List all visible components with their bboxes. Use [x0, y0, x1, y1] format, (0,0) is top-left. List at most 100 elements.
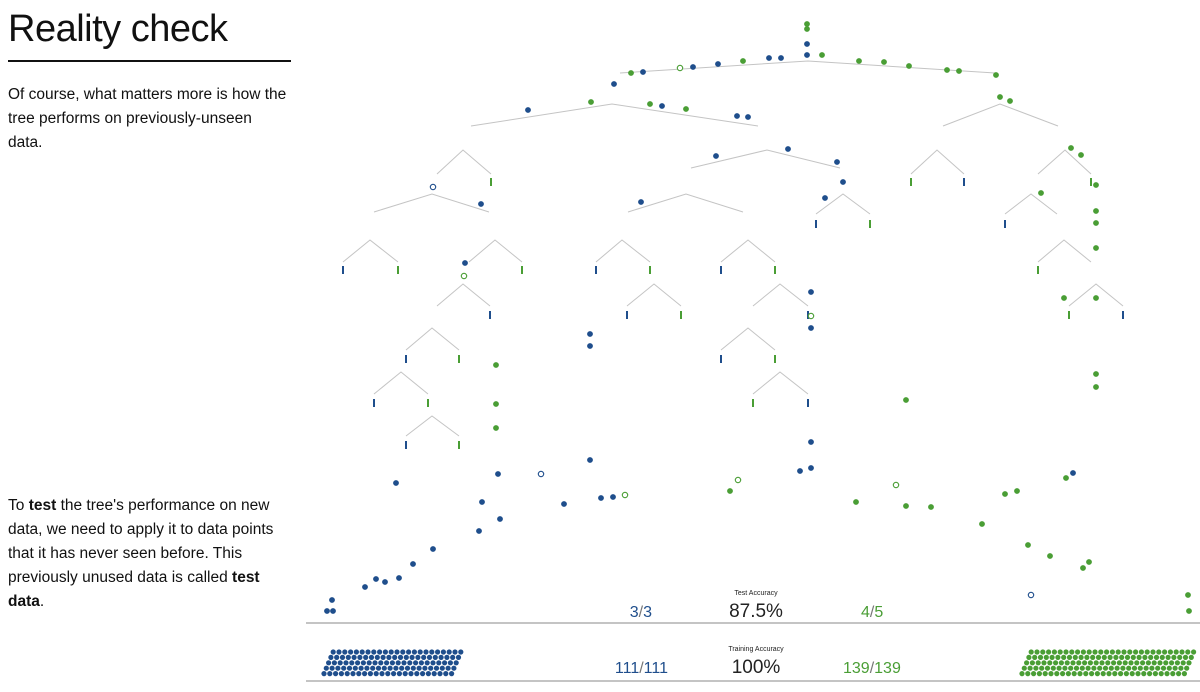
training-blue-point: [393, 665, 399, 671]
training-green-point: [1182, 654, 1189, 661]
data-point: [587, 343, 593, 349]
training-green-point: [1055, 654, 1061, 661]
tree-branch: [405, 415, 460, 437]
training-blue-point: [375, 665, 382, 671]
paragraph-text: the tree's performance on new data, we n…: [8, 497, 274, 586]
test-data-points: [324, 21, 1192, 614]
training-blue-point: [373, 671, 379, 677]
data-point: [903, 503, 909, 509]
tree-branch: [373, 371, 429, 395]
training-blue-point: [333, 671, 339, 677]
training-green-point: [1123, 671, 1129, 677]
data-point: [621, 491, 629, 499]
tree-branches: [342, 60, 1124, 437]
training-blue-point: [379, 671, 385, 677]
data-point: [1080, 565, 1086, 571]
data-point: [1093, 245, 1099, 251]
training-blue-point: [353, 649, 359, 655]
training-green-point: [1086, 649, 1092, 655]
data-point: [819, 52, 825, 58]
data-point: [598, 495, 604, 501]
training-green-point: [1147, 671, 1153, 677]
training-blue-point: [386, 654, 392, 661]
training-blue-point: [426, 654, 433, 661]
training-green-point: [1039, 665, 1045, 671]
training-green-point: [1083, 671, 1089, 677]
tree-branch: [373, 193, 490, 213]
training-blue-point: [334, 654, 340, 661]
data-point: [628, 70, 634, 76]
data-point: [690, 64, 696, 70]
training-blue-point: [331, 660, 337, 666]
training-blue-point: [458, 649, 464, 655]
training-green-point: [1027, 665, 1033, 671]
training-green-point: [1179, 649, 1185, 655]
data-point: [640, 69, 646, 75]
training-blue-point: [355, 660, 361, 666]
data-point: [638, 199, 644, 205]
data-point: [1185, 592, 1191, 598]
training-blue-point: [429, 649, 435, 655]
tree-branch: [470, 103, 759, 127]
training-green-point: [1115, 649, 1121, 655]
training-green-point: [1173, 649, 1179, 655]
training-green-point: [1172, 665, 1178, 671]
training-blue-point: [428, 665, 434, 671]
training-green-point: [1149, 665, 1155, 671]
training-green-point: [1068, 665, 1074, 671]
tree-branch: [815, 193, 871, 215]
training-green-point: [1106, 671, 1112, 677]
training-green-point: [1180, 660, 1186, 666]
test-green-count: 4/5: [861, 604, 883, 621]
data-point: [479, 499, 485, 505]
training-green-point: [1118, 671, 1124, 677]
training-blue-point: [358, 665, 364, 671]
training-green-point: [1089, 671, 1095, 677]
training-green-point: [1158, 671, 1164, 677]
training-blue-point: [455, 654, 462, 661]
training-green-point: [1144, 649, 1150, 655]
training-green-point: [1153, 654, 1160, 661]
training-blue-point: [410, 665, 416, 671]
tree-branch: [627, 193, 744, 213]
data-point: [611, 81, 617, 87]
test-blue-count: 3/3: [630, 604, 652, 621]
training-green-point: [1056, 665, 1062, 671]
data-point: [396, 575, 402, 581]
training-blue-point: [416, 665, 422, 671]
training-blue-point: [435, 649, 441, 655]
training-blue-point: [352, 665, 358, 671]
training-blue-point: [378, 660, 384, 666]
training-green-point: [1107, 654, 1113, 661]
data-point: [1063, 475, 1069, 481]
training-green-point: [1028, 649, 1034, 655]
training-green-point: [1169, 660, 1175, 666]
training-blue-point: [425, 671, 431, 677]
training-blue-point: [346, 665, 353, 671]
data-point: [1014, 488, 1020, 494]
training-blue-point: [367, 671, 373, 677]
tree-branch: [752, 283, 809, 307]
data-point: [808, 325, 814, 331]
training-green-point: [1069, 649, 1075, 655]
training-blue-point: [350, 671, 356, 677]
tree-branch: [1037, 239, 1092, 263]
training-blue-point: [445, 665, 451, 671]
left-panel: Reality check Of course, what matters mo…: [8, 0, 293, 610]
training-green-point: [1033, 665, 1039, 671]
training-blue-point: [382, 649, 388, 655]
training-blue-point: [451, 665, 457, 671]
training-blue-point: [336, 649, 342, 655]
training-blue-point: [437, 671, 443, 677]
data-point: [561, 501, 567, 507]
data-point: [676, 64, 684, 72]
training-blue-point: [388, 649, 394, 655]
paragraph-text: .: [39, 593, 45, 610]
training-accuracy-label: Training Accuracy: [728, 646, 784, 653]
training-blue-point: [392, 654, 398, 661]
tree-branch: [595, 239, 651, 263]
training-green-point: [1082, 660, 1088, 666]
training-green-point: [1171, 654, 1177, 661]
data-point: [856, 58, 862, 64]
data-point: [587, 331, 593, 337]
